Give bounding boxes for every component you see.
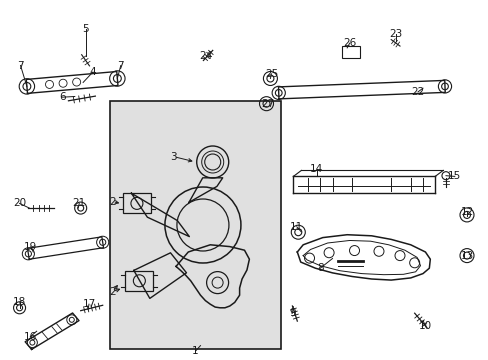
Bar bbox=[125, 271, 153, 291]
Text: 13: 13 bbox=[459, 251, 473, 261]
Text: 22: 22 bbox=[410, 87, 424, 97]
Text: 26: 26 bbox=[342, 38, 356, 48]
Text: 7: 7 bbox=[17, 60, 24, 71]
Text: 10: 10 bbox=[418, 321, 431, 331]
Text: 1: 1 bbox=[192, 346, 199, 356]
Text: 23: 23 bbox=[388, 29, 402, 39]
Text: 18: 18 bbox=[13, 297, 26, 307]
Text: 3: 3 bbox=[170, 152, 177, 162]
Text: 7: 7 bbox=[117, 60, 124, 71]
Text: 9: 9 bbox=[288, 308, 295, 318]
Text: 2: 2 bbox=[109, 197, 116, 207]
Text: 11: 11 bbox=[289, 222, 303, 232]
Text: 27: 27 bbox=[260, 99, 274, 109]
Text: 15: 15 bbox=[447, 171, 461, 181]
Bar bbox=[122, 193, 151, 213]
Bar bbox=[110, 101, 281, 349]
Text: 19: 19 bbox=[24, 242, 38, 252]
Text: 4: 4 bbox=[89, 67, 96, 77]
Text: 25: 25 bbox=[264, 69, 278, 79]
Text: 21: 21 bbox=[72, 198, 86, 208]
Text: 17: 17 bbox=[82, 299, 96, 309]
Text: 5: 5 bbox=[82, 24, 89, 34]
Text: 8: 8 bbox=[316, 263, 323, 273]
Text: 12: 12 bbox=[459, 207, 473, 217]
Text: 14: 14 bbox=[309, 164, 323, 174]
Text: 2: 2 bbox=[109, 287, 116, 297]
Bar bbox=[342, 46, 360, 58]
Text: 24: 24 bbox=[198, 51, 212, 61]
Text: 6: 6 bbox=[59, 92, 65, 102]
Text: 20: 20 bbox=[13, 198, 26, 208]
Text: 16: 16 bbox=[23, 332, 37, 342]
